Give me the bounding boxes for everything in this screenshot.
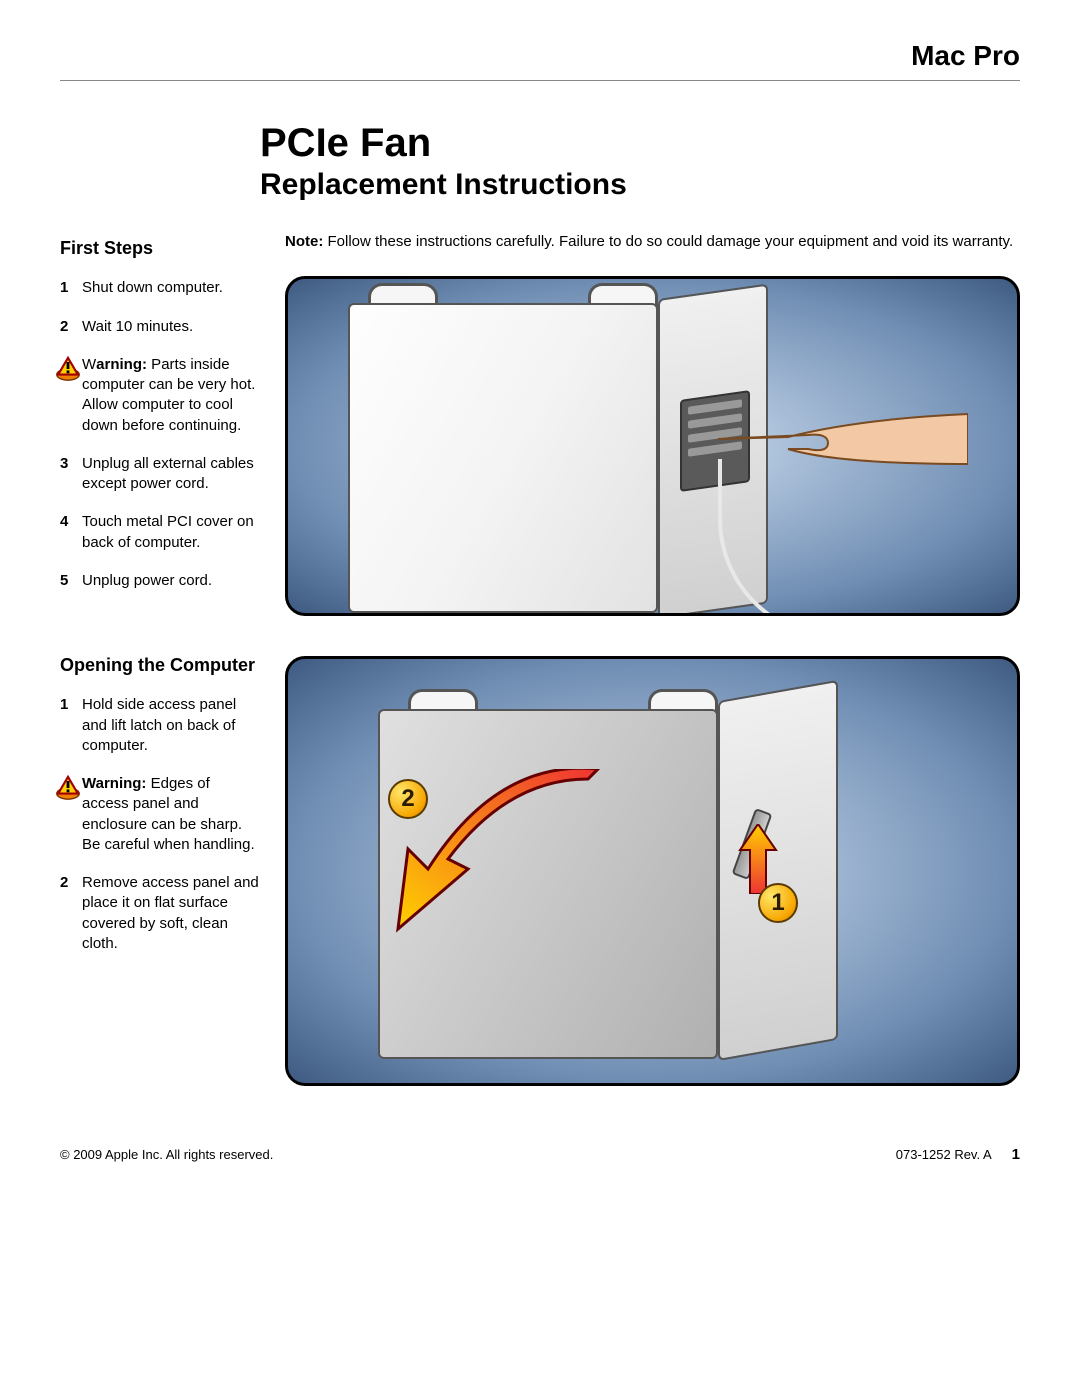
step-item: 4 Touch metal PCI cover on back of compu… bbox=[60, 512, 260, 553]
section-heading-first-steps: First Steps bbox=[60, 236, 260, 260]
page-header: Mac Pro bbox=[60, 40, 1020, 81]
step-text: Wait 10 minutes. bbox=[82, 317, 260, 337]
page-subtitle: Replacement Instructions bbox=[260, 168, 1020, 202]
note-text: Note: Follow these instructions carefull… bbox=[285, 232, 1020, 252]
sidebar: First Steps 1 Shut down computer. 2 Wait… bbox=[60, 232, 260, 1126]
step-number: 1 bbox=[60, 695, 82, 756]
warning-text: Warning: Edges of access panel and enclo… bbox=[82, 774, 260, 855]
step-number: 2 bbox=[60, 873, 82, 954]
main-column: Note: Follow these instructions carefull… bbox=[285, 232, 1020, 1126]
step-text: Hold side access panel and lift latch on… bbox=[82, 695, 260, 756]
step-item: 2 Remove access panel and place it on fl… bbox=[60, 873, 260, 954]
step-text: Unplug all external cables except power … bbox=[82, 454, 260, 495]
warning-icon bbox=[54, 355, 82, 383]
step-text: Remove access panel and place it on flat… bbox=[82, 873, 260, 954]
step-number: 4 bbox=[60, 512, 82, 553]
step-number: 5 bbox=[60, 571, 82, 591]
step-text: Unplug power cord. bbox=[82, 571, 260, 591]
illustration-open-panel: 2 1 bbox=[285, 656, 1020, 1086]
warning-text: WWarning:arning: Parts inside computer c… bbox=[82, 355, 260, 436]
step-item: 2 Wait 10 minutes. bbox=[60, 317, 260, 337]
step-item: 1 Hold side access panel and lift latch … bbox=[60, 695, 260, 756]
step-item: 3 Unplug all external cables except powe… bbox=[60, 454, 260, 495]
step-text: Touch metal PCI cover on back of compute… bbox=[82, 512, 260, 553]
copyright-text: © 2009 Apple Inc. All rights reserved. bbox=[60, 1147, 273, 1162]
warning-block: Warning: Edges of access panel and enclo… bbox=[54, 774, 260, 855]
step-number: 1 bbox=[60, 278, 82, 298]
step-badge: 1 bbox=[758, 883, 798, 923]
section-heading-opening: Opening the Computer bbox=[60, 653, 260, 677]
step-text: Shut down computer. bbox=[82, 278, 260, 298]
step-number: 3 bbox=[60, 454, 82, 495]
step-badge: 2 bbox=[388, 779, 428, 819]
warning-icon bbox=[54, 774, 82, 802]
title-block: PCIe Fan Replacement Instructions bbox=[260, 121, 1020, 202]
page-number: 1 bbox=[1012, 1146, 1020, 1163]
hand-icon bbox=[718, 409, 968, 469]
doc-number: 073-1252 Rev. A bbox=[896, 1147, 992, 1162]
step-item: 5 Unplug power cord. bbox=[60, 571, 260, 591]
page-footer: © 2009 Apple Inc. All rights reserved. 0… bbox=[60, 1146, 1020, 1163]
product-name: Mac Pro bbox=[911, 40, 1020, 72]
warning-block: WWarning:arning: Parts inside computer c… bbox=[54, 355, 260, 436]
content-area: First Steps 1 Shut down computer. 2 Wait… bbox=[60, 232, 1020, 1126]
step-item: 1 Shut down computer. bbox=[60, 278, 260, 298]
step-number: 2 bbox=[60, 317, 82, 337]
illustration-touch-pci bbox=[285, 276, 1020, 616]
page-title: PCIe Fan bbox=[260, 121, 1020, 166]
